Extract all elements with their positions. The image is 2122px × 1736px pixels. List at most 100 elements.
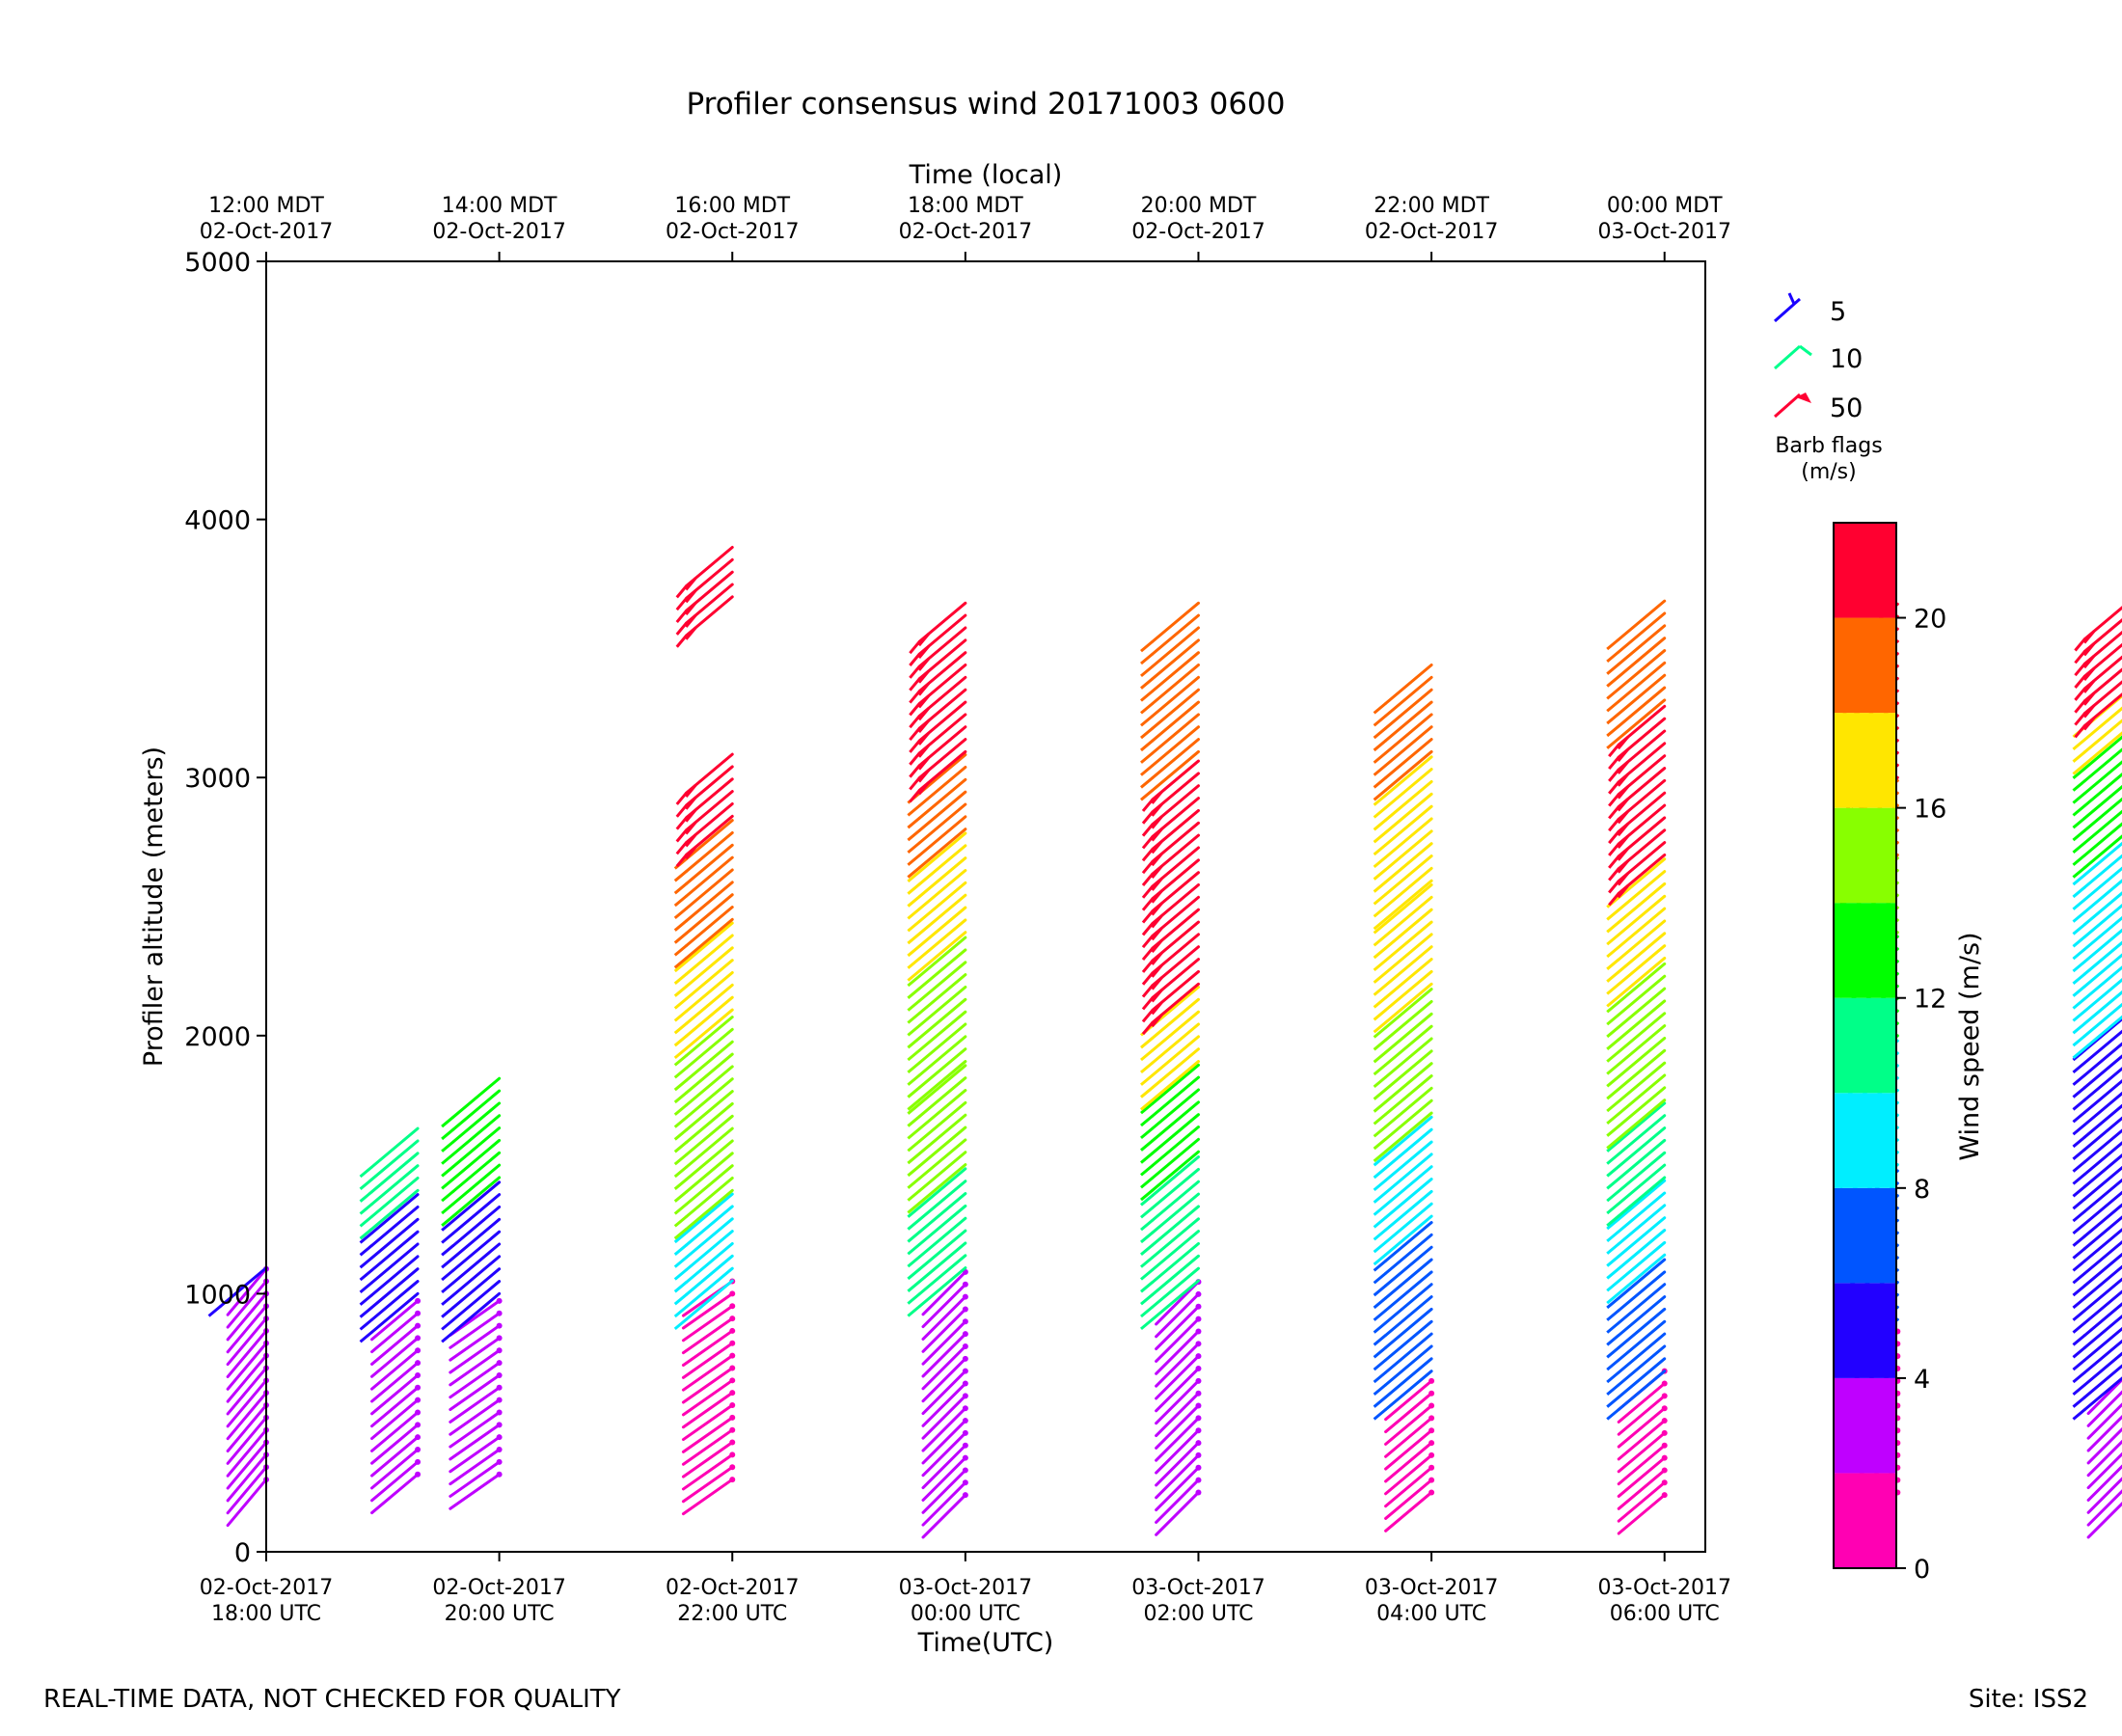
wind-barb (1140, 1035, 1200, 1086)
colorbar-tick-label: 4 (1914, 1365, 1930, 1395)
wind-barb (673, 1230, 734, 1281)
wind-barb (1373, 908, 1433, 960)
wind-barb (1140, 1075, 1200, 1127)
wind-barb (907, 1167, 967, 1218)
wind-barb (921, 1393, 968, 1440)
wind-barb (1141, 908, 1200, 962)
wind-barb (1373, 1307, 1433, 1359)
wind-barb (907, 881, 967, 933)
wind-barb (2072, 1228, 2122, 1272)
wind-barb (1606, 1176, 1667, 1227)
x-tick-local-date: 02-Oct-2017 (200, 220, 334, 244)
wind-barb (370, 1434, 422, 1478)
wind-barb (226, 1352, 269, 1403)
wind-barb (1373, 1245, 1433, 1297)
wind-barb (1373, 1049, 1433, 1100)
wind-barb (449, 1422, 503, 1461)
wind-barb (1155, 1402, 1202, 1450)
wind-barb (1373, 755, 1433, 806)
wind-barb (2072, 735, 2122, 779)
wind-barb (2072, 834, 2122, 879)
x-tick-local-date: 03-Oct-2017 (1597, 220, 1731, 244)
wind-barb (1140, 1047, 1200, 1099)
wind-barb (1373, 842, 1433, 893)
wind-barb (1606, 1126, 1667, 1178)
wind-barb (441, 1193, 502, 1244)
legend-barb-5 (1774, 292, 1801, 323)
wind-barb (1140, 700, 1200, 752)
wind-barb (370, 1347, 422, 1391)
wind-barb (1373, 1233, 1433, 1285)
wind-barb (1373, 700, 1433, 752)
wind-barb (673, 868, 734, 920)
wind-barb (921, 1492, 968, 1539)
x-axis-label: Time(UTC) (917, 1628, 1054, 1658)
wind-barb (370, 1384, 422, 1428)
wind-barb (370, 1447, 422, 1490)
wind-barb (2072, 879, 2122, 923)
wind-barb (1384, 1415, 1435, 1458)
wind-barb (2086, 1489, 2122, 1527)
wind-barb (2072, 1116, 2122, 1160)
wind-barb (2074, 692, 2122, 739)
wind-barb (673, 959, 734, 1010)
wind-barb (673, 1139, 734, 1190)
wind-barb (1373, 1165, 1433, 1216)
wind-barb (1608, 816, 1667, 869)
wind-barb (1373, 829, 1433, 881)
wind-barb (370, 1409, 422, 1452)
wind-barb (1606, 1086, 1667, 1137)
wind-barb (441, 1205, 502, 1257)
wind-barb (907, 1035, 967, 1086)
wind-barb (2072, 1165, 2122, 1210)
wind-barb (909, 675, 967, 729)
wind-barb (1141, 858, 1200, 911)
wind-barb (2072, 1042, 2122, 1086)
wind-barb (2072, 1339, 2122, 1384)
wind-barb (1373, 725, 1433, 776)
wind-barb (2072, 731, 2122, 775)
wind-barb (907, 869, 967, 920)
wind-barb (2072, 1128, 2122, 1173)
wind-barb (909, 601, 967, 655)
wind-barb (907, 831, 967, 883)
x-tick-local-time: 14:00 MDT (442, 194, 558, 218)
wind-barb (359, 1193, 420, 1244)
wind-barb (1141, 933, 1200, 986)
wind-barb (1141, 871, 1200, 924)
wind-barb (907, 918, 967, 969)
wind-barb (1606, 1229, 1667, 1280)
wind-barb (907, 844, 967, 895)
wind-barb (909, 713, 967, 766)
wind-barb (2072, 891, 2122, 936)
wind-barb (441, 1217, 502, 1269)
wind-barb (441, 1230, 502, 1282)
wind-barb (1606, 611, 1667, 664)
wind-barb (226, 1477, 269, 1528)
wind-barb (1606, 974, 1667, 1026)
wind-barb (907, 815, 967, 866)
colorbar-bin (1834, 523, 1896, 618)
wind-barb (1373, 1062, 1433, 1113)
x-tick-local-date: 02-Oct-2017 (1131, 220, 1265, 244)
legend-caption: Barb flags (1775, 434, 1882, 458)
wind-barb (1373, 1357, 1433, 1408)
wind-barb (1606, 1024, 1667, 1075)
wind-barb (1155, 1290, 1202, 1339)
wind-barb (673, 1101, 734, 1153)
wind-barb (226, 1426, 269, 1478)
wind-barb (675, 570, 734, 624)
colorbar-bin (1834, 617, 1896, 714)
wind-barb (441, 1089, 502, 1141)
wind-barb (1373, 1115, 1433, 1167)
wind-barb (675, 777, 734, 830)
y-tick-label: 2000 (184, 1022, 251, 1052)
wind-barb (921, 1306, 968, 1353)
wind-barb (907, 936, 967, 988)
wind-barb (1384, 1477, 1435, 1520)
wind-barb (1140, 1060, 1200, 1111)
wind-barb (921, 1268, 968, 1316)
x-tick-utc-date: 02-Oct-2017 (200, 1576, 334, 1600)
wind-barb (1617, 1442, 1668, 1486)
wind-barb (1155, 1390, 1202, 1438)
